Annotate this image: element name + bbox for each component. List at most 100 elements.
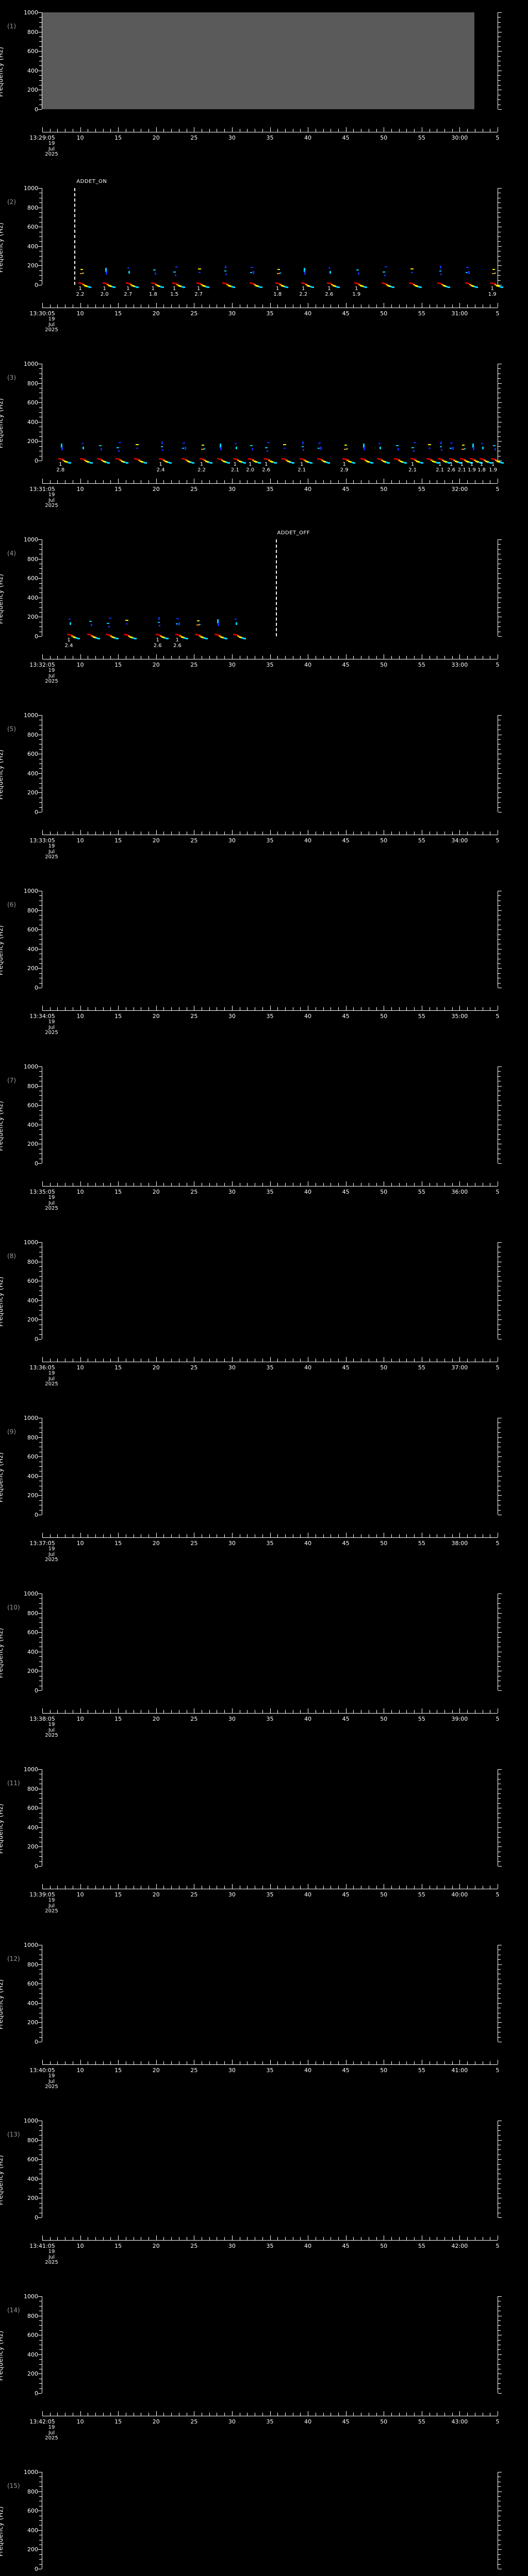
x-tick-label: 20 [152, 2067, 160, 2074]
call-arc-segment [490, 282, 493, 284]
call-arc-segment [160, 458, 163, 460]
y-tick [38, 1690, 42, 1691]
detection-score: 2.6 [153, 643, 162, 649]
call-arc-segment [200, 457, 203, 460]
call-arc-segment [143, 461, 145, 463]
call-harmonic-fragment [235, 622, 237, 625]
y-tick [39, 1266, 42, 1267]
x-tick [163, 832, 164, 835]
call-harmonic-fragment [304, 271, 306, 275]
x-tick [376, 304, 377, 308]
detection-labels [0, 2570, 528, 2576]
y-tick [39, 768, 42, 769]
x-tick [118, 2060, 119, 2064]
detection-label: 1 2.6 [325, 286, 333, 297]
y-tick [39, 65, 42, 66]
call-glyph [151, 265, 164, 289]
x-tick [323, 1534, 324, 1537]
y-tick-label: 600 [27, 48, 38, 55]
call-arc-segment [305, 283, 308, 285]
call-arc-segment [228, 284, 230, 286]
y-tick [498, 1812, 501, 1814]
x-tick [110, 1183, 111, 1186]
y-tick [38, 12, 42, 13]
call-harmonic-fragment [318, 442, 321, 444]
x-tick-labels: 13:29:05 10 15 20 25 30 35 40 45 50 55 30:00 5 [0, 135, 528, 143]
x-tick-label: 13:29:05 [29, 134, 55, 141]
x-tick [156, 2235, 157, 2240]
call-harmonic-fragment [384, 274, 386, 276]
date-line: 19 [48, 316, 55, 322]
y-tick [498, 51, 502, 52]
y-tick [498, 2554, 501, 2555]
call-harmonic-fragment [440, 273, 442, 275]
y-tick [39, 2559, 42, 2560]
detection-count: 1 [302, 286, 305, 292]
x-tick [391, 1886, 392, 1889]
y-tick-labels: 0 200 400 600 800 1000 [0, 1240, 40, 1342]
call-arc-segment [112, 636, 115, 638]
call-harmonic-fragment [481, 443, 484, 444]
detection-score: 2.7 [194, 292, 203, 297]
x-tick [444, 1183, 445, 1186]
call-harmonic-fragment [196, 624, 200, 625]
panel-15: (15)Frequency (Hz)0200400600800100013:43… [0, 2460, 528, 2576]
call-arc-segment [415, 284, 417, 286]
x-tick-label: 43:00 [451, 2418, 468, 2425]
x-tick [103, 2237, 104, 2240]
x-tick-label: 25 [190, 134, 198, 141]
x-tick-labels: 13:37:05 10 15 20 25 30 35 40 45 50 55 38:00 5 [0, 1540, 528, 1549]
x-tick [285, 832, 286, 835]
y-tick [498, 568, 501, 569]
x-tick [110, 304, 111, 308]
x-tick [232, 1006, 233, 1010]
call-arc-segment [135, 285, 137, 287]
x-tick-label: 35 [266, 310, 274, 317]
x-tick [353, 656, 354, 659]
detection-count: 1 [342, 462, 346, 467]
x-tick-label: 30 [228, 2243, 236, 2249]
x-tick-label: 20 [152, 134, 160, 141]
x-tick [338, 304, 339, 308]
y-tick-labels: 0 200 400 600 800 1000 [0, 2469, 40, 2572]
call-arc-segment [475, 460, 477, 462]
x-tick [277, 1183, 278, 1186]
y-tick [39, 1832, 42, 1833]
x-tick [406, 1359, 407, 1362]
call-glyph [217, 440, 230, 464]
call-arc-segment [435, 461, 438, 463]
panel-number: (6) [7, 901, 16, 908]
call-arc-segment [222, 460, 225, 462]
call-arc-segment [465, 282, 468, 284]
detection-count: 1 [233, 462, 237, 467]
y-tick [498, 578, 502, 579]
call-harmonic-fragment [176, 618, 179, 619]
x-tick-label: 35 [266, 1189, 274, 1195]
panel-number: (13) [7, 2131, 20, 2138]
x-tick [391, 2237, 392, 2240]
x-tick-label: 55 [418, 2418, 425, 2425]
y-tick [498, 41, 501, 42]
y-tick [498, 2383, 501, 2384]
y-tick [38, 715, 42, 716]
detection-score: 2.1 [436, 467, 444, 473]
x-tick-label: 40 [304, 2418, 312, 2425]
x-tick [391, 1007, 392, 1010]
y-tick [498, 1803, 501, 1804]
y-tick-label: 200 [27, 2370, 38, 2378]
call-arc-segment [411, 282, 414, 284]
x-tick-label: 10 [76, 837, 84, 844]
x-tick-label: 20 [152, 1540, 160, 1547]
call-harmonic-fragment [303, 449, 305, 451]
detection-count: 1 [59, 462, 62, 467]
y-tick [38, 558, 42, 560]
x-tick [467, 2061, 468, 2064]
call-arc-segment [286, 286, 289, 288]
y-tick [498, 99, 501, 100]
y-tick [38, 948, 42, 950]
y-tick [39, 280, 42, 281]
y-tick [498, 1305, 501, 1306]
call-arc-segment [88, 286, 91, 288]
call-glyph [155, 616, 169, 640]
call-arc-segment [464, 459, 466, 461]
